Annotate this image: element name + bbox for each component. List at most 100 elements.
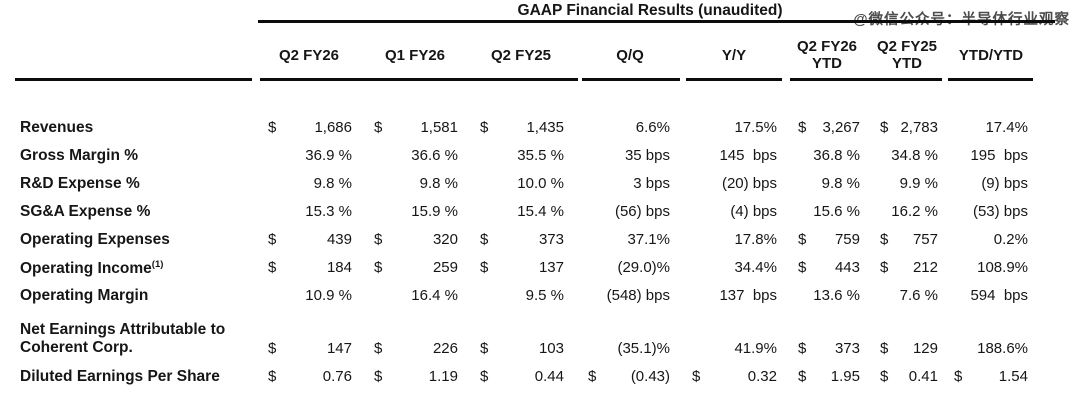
cell-q2fy26: 36.9 % — [262, 147, 356, 164]
table-row-net-earnings: Net Earnings Attributable to Coherent Cor… — [0, 309, 1080, 362]
cell-value: 1.95 — [830, 367, 860, 385]
cell-value: 37.1% — [627, 230, 670, 248]
table-title: GAAP Financial Results (unaudited) — [517, 2, 783, 19]
dollar-sign: $ — [268, 258, 277, 276]
cell-yy: $0.32 — [686, 368, 782, 385]
cell-value: 759 — [834, 230, 860, 248]
cell-ytdytd: (53) bps — [948, 203, 1034, 220]
cell-value: 594 bps — [970, 286, 1028, 304]
cell-value: 137 bps — [719, 286, 777, 304]
col-header-ytdytd: YTD/YTD — [948, 33, 1034, 77]
cell-value: 15.9 % — [411, 202, 458, 220]
row-label: Operating Expenses — [0, 231, 252, 248]
cell-value: (56) bps — [614, 202, 670, 220]
table-body: Revenues $1,686 $1,581 $1,435 6.6% 17.5%… — [0, 113, 1080, 390]
col-header-qq: Q/Q — [580, 33, 680, 77]
dollar-sign: $ — [954, 367, 963, 385]
dollar-sign: $ — [268, 367, 277, 385]
cell-q2fy25-ytd: $129 — [872, 340, 942, 357]
col-header-q2fy25: Q2 FY25 — [474, 33, 568, 77]
cell-value: 10.0 % — [517, 174, 564, 192]
cell-q2fy26-ytd: 36.8 % — [790, 147, 864, 164]
row-label: R&D Expense % — [0, 175, 252, 192]
cell-value: 373 — [538, 230, 564, 248]
cell-yy: 137 bps — [686, 287, 782, 304]
dollar-sign: $ — [480, 258, 489, 276]
cell-value: 34.8 % — [891, 146, 938, 164]
cell-value: 15.6 % — [813, 202, 860, 220]
dollar-sign: $ — [268, 230, 277, 248]
cell-q2fy26: $147 — [262, 340, 356, 357]
table-row-sga-expense: SG&A Expense % 15.3 % 15.9 % 15.4 % (56)… — [0, 197, 1080, 225]
dollar-sign: $ — [480, 230, 489, 248]
cell-value: 1,435 — [526, 118, 564, 136]
table-header-row: Q2 FY26 Q1 FY26 Q2 FY25 Q/Q Y/Y Q2 FY26 Y… — [0, 33, 1080, 77]
dollar-sign: $ — [480, 367, 489, 385]
header-spacer — [0, 33, 252, 77]
cell-value: 1.19 — [428, 367, 458, 385]
cell-qq: (548) bps — [580, 287, 680, 304]
cell-value: 212 — [912, 258, 938, 276]
cell-qq: (29.0)% — [580, 259, 680, 276]
row-label-text-line2: Coherent Corp. — [20, 339, 133, 356]
cell-value: 103 — [538, 340, 564, 357]
row-label: Operating Margin — [0, 287, 252, 304]
cell-q2fy25-ytd: 16.2 % — [872, 203, 942, 220]
cell-value: 16.4 % — [411, 286, 458, 304]
cell-value: 41.9% — [734, 340, 777, 357]
cell-q2fy26: $0.76 — [262, 368, 356, 385]
header-rule-ytdytd — [948, 78, 1033, 81]
cell-q2fy26-ytd: 15.6 % — [790, 203, 864, 220]
cell-value: 6.6% — [635, 118, 670, 136]
row-label-text: Operating Margin — [20, 286, 149, 304]
cell-q1fy26: $1.19 — [368, 368, 462, 385]
dollar-sign: $ — [880, 118, 889, 136]
cell-value: 0.76 — [322, 367, 352, 385]
dollar-sign: $ — [374, 230, 383, 248]
cell-q2fy25-ytd: $2,783 — [872, 119, 942, 136]
cell-ytdytd: (9) bps — [948, 175, 1034, 192]
cell-q2fy26: $1,686 — [262, 119, 356, 136]
title-underline — [258, 20, 1055, 23]
cell-value: 15.3 % — [305, 202, 352, 220]
cell-value: 1,581 — [420, 118, 458, 136]
cell-yy: 34.4% — [686, 259, 782, 276]
dollar-sign: $ — [374, 258, 383, 276]
cell-q2fy26-ytd: $3,267 — [790, 119, 864, 136]
cell-value: 36.8 % — [813, 146, 860, 164]
dollar-sign: $ — [374, 340, 383, 357]
cell-value: 36.6 % — [411, 146, 458, 164]
cell-value: (29.0)% — [617, 258, 670, 276]
cell-value: 129 — [912, 340, 938, 357]
cell-value: 0.2% — [993, 230, 1028, 248]
col-header-label: Q2 FY26 — [278, 46, 340, 64]
col-header-label: Q1 FY26 — [384, 46, 446, 64]
cell-value: 195 bps — [970, 146, 1028, 164]
cell-value: 226 — [432, 340, 458, 357]
row-label-text: SG&A Expense % — [20, 202, 151, 220]
cell-yy: (4) bps — [686, 203, 782, 220]
dollar-sign: $ — [374, 118, 383, 136]
col-header-label: Q2 FY25 — [876, 38, 938, 55]
header-rule-ytd — [790, 78, 942, 81]
col-header-q1fy26: Q1 FY26 — [368, 33, 462, 77]
dollar-sign: $ — [480, 118, 489, 136]
cell-qq: 37.1% — [580, 231, 680, 248]
cell-q2fy25-ytd: $757 — [872, 231, 942, 248]
cell-q2fy26: 10.9 % — [262, 287, 356, 304]
cell-q2fy25: 35.5 % — [474, 147, 568, 164]
col-header-subline: YTD — [812, 55, 842, 72]
cell-value: 3,267 — [822, 118, 860, 136]
cell-value: 17.8% — [734, 230, 777, 248]
dollar-sign: $ — [880, 230, 889, 248]
cell-q2fy25-ytd: $212 — [872, 259, 942, 276]
cell-value: 35 bps — [624, 146, 670, 164]
row-label-text: R&D Expense % — [20, 174, 140, 192]
dollar-sign: $ — [880, 367, 889, 385]
cell-q2fy26: $184 — [262, 259, 356, 276]
header-rule-quarters — [260, 78, 578, 81]
cell-value: 137 — [538, 258, 564, 276]
table-row-revenues: Revenues $1,686 $1,581 $1,435 6.6% 17.5%… — [0, 113, 1080, 141]
cell-value: 16.2 % — [891, 202, 938, 220]
cell-value: 1.54 — [998, 367, 1028, 385]
